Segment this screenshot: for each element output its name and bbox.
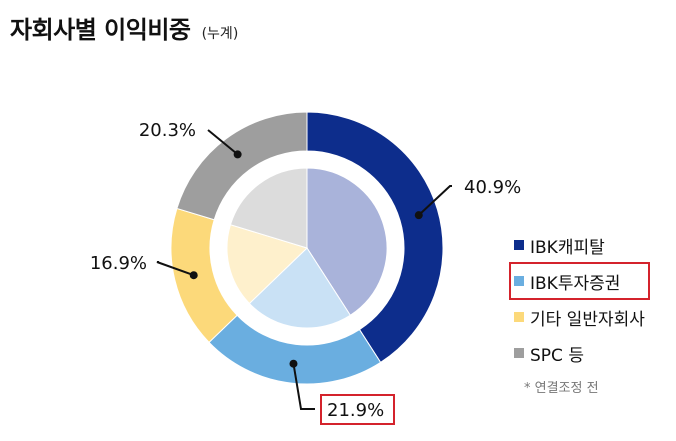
legend-label: 기타 일반자회사 — [530, 309, 645, 330]
footnote: * 연결조정 전 — [524, 381, 599, 396]
donut-slice-ibk-capital — [306, 111, 444, 364]
inner-pie-slice-ibk-securities — [248, 247, 351, 329]
legend-label: IBK투자증권 — [530, 273, 621, 294]
chart-title: 자회사별 이익비중 — [10, 16, 191, 44]
legend-label: SPC 등 — [530, 345, 584, 366]
callout-line-other-subsidiaries — [156, 261, 195, 277]
callout-line-ibk-securities — [292, 363, 315, 410]
data-label-ibk-securities: 21.9% — [327, 400, 384, 421]
callout-dot-ibk-securities — [289, 359, 298, 368]
callout-dot-other-subsidiaries — [189, 271, 198, 280]
callout-dot-spc — [233, 150, 242, 159]
legend-item-ibk-capital: IBK캐피탈 — [514, 231, 645, 259]
chart-title-block: 자회사별 이익비중 (누계) — [10, 10, 238, 45]
legend-label: IBK캐피탈 — [530, 237, 605, 258]
data-label-ibk-capital: 40.9% — [464, 177, 521, 198]
callout-dot-ibk-capital — [414, 211, 423, 220]
donut-slice-other-subsidiaries — [170, 207, 238, 344]
legend-swatch — [514, 276, 524, 286]
donut-slice-spc — [176, 111, 308, 221]
chart-subtitle: (누계) — [201, 26, 239, 42]
legend-item-spc: SPC 등 — [514, 339, 645, 367]
data-label-spc: 20.3% — [139, 120, 196, 141]
legend-item-ibk-securities: IBK투자증권 — [509, 262, 650, 300]
legend: IBK캐피탈 IBK투자증권 기타 일반자회사 SPC 등 — [509, 231, 650, 375]
legend-item-other-subsidiaries: 기타 일반자회사 — [514, 303, 645, 331]
callout-line-spc — [207, 129, 239, 156]
legend-swatch — [514, 348, 524, 358]
data-label-other-subsidiaries: 16.9% — [90, 253, 147, 274]
inner-pie-slice-spc — [229, 167, 308, 249]
highlight-box — [320, 394, 395, 425]
legend-swatch — [514, 312, 524, 322]
legend-swatch — [514, 240, 524, 250]
callout-line-ibk-capital — [418, 185, 452, 216]
inner-pie-slice-other-subsidiaries — [226, 224, 308, 305]
